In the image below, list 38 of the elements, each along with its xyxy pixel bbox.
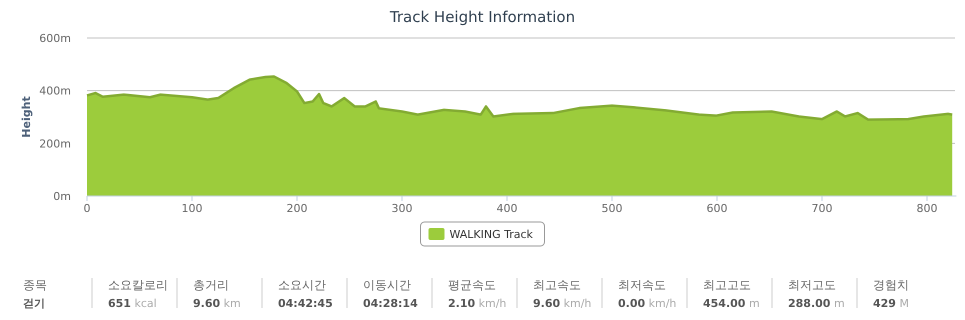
x-tick-label: 400 [496,202,518,215]
text: 평균속도 [448,278,496,292]
text: 651 kcal [108,297,157,310]
text: 04:28:14 [363,297,418,310]
text: 최고고도 [703,278,751,292]
text: 2.10 km/h [448,297,506,310]
x-tick-label: 300 [392,202,412,215]
y-tick-label: 200m [39,137,71,150]
text: 최저속도 [618,278,666,292]
y-tick-label: 600m [39,32,71,45]
x-tick-label: 0 [84,202,90,215]
y-axis-title: Height [20,96,33,138]
text: 429 M [873,297,909,310]
text: 04:42:45 [278,297,333,310]
text: 소요시간 [278,278,326,292]
chart-title: Track Height Information [388,8,576,26]
text: 소요칼로리 [108,278,168,292]
x-tick-label: 100 [182,202,202,215]
x-tick-label: 600 [706,202,728,215]
y-tick-label: 0m [53,190,71,203]
x-tick-label: 700 [812,202,832,215]
text: 9.60 km [193,297,241,310]
legend-label: WALKING Track [450,228,534,241]
text: 최저고도 [788,278,836,292]
text: 종목 [23,278,47,292]
y-tick-label: 400m [39,84,71,98]
text: 걷기 [23,297,45,310]
x-tick-label: 200 [286,202,308,215]
text: 9.60 km/h [533,297,592,310]
x-tick-label: 500 [602,202,622,215]
text: 총거리 [193,278,229,292]
text: 454.00 m [703,297,760,310]
text: 288.00 m [788,297,845,310]
x-tick-label: 800 [916,202,938,215]
text: 경험치 [873,278,909,292]
text: 최고속도 [533,278,581,292]
text: 0.00 km/h [618,297,676,310]
text: 이동시간 [363,278,411,292]
